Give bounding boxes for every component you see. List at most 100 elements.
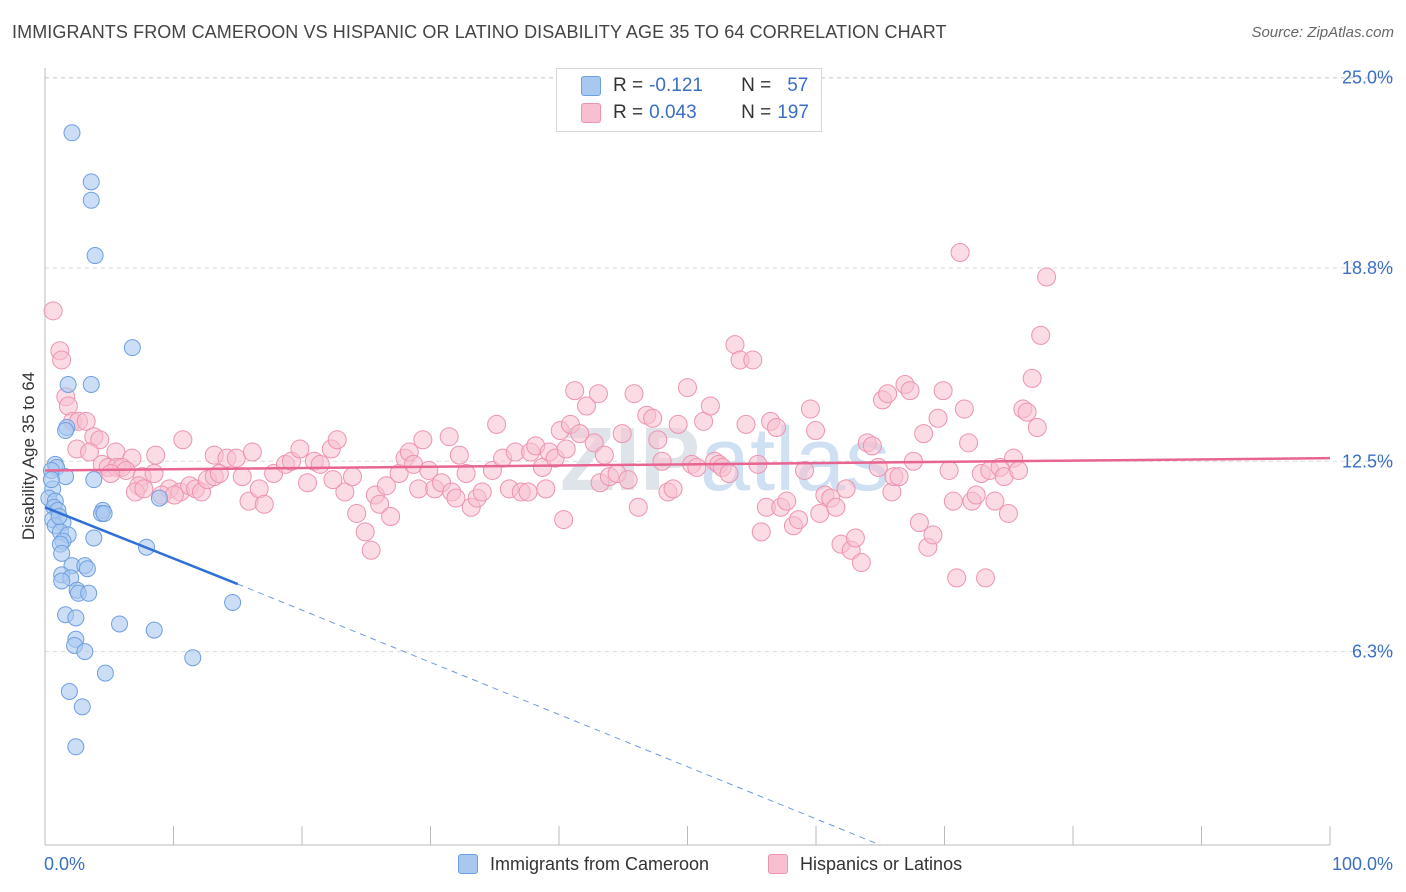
hispanic-point: [777, 491, 797, 511]
bottom-legend-cameroon: Immigrants from Cameroon: [458, 852, 709, 876]
hispanic-point: [226, 448, 246, 468]
hispanic-point: [668, 414, 688, 434]
gridlines: [45, 77, 1395, 653]
hispanic-point: [862, 436, 882, 456]
hispanic-point: [290, 439, 310, 459]
cameroon-point: [123, 339, 141, 357]
hispanic-point: [335, 482, 355, 502]
cameroon-point: [42, 471, 60, 489]
hispanic-point: [900, 381, 920, 401]
hispanic-point: [565, 381, 585, 401]
y-tick-label: 12.5%: [1342, 451, 1393, 471]
hispanic-point: [347, 503, 367, 523]
hispanic-point: [584, 433, 604, 453]
hispanic-point: [355, 522, 375, 542]
legend-n-value: 197: [777, 102, 809, 123]
hispanic-point: [232, 467, 252, 487]
bottom-legend-hispanic: Hispanics or Latinos: [768, 852, 962, 876]
hispanic-point: [254, 494, 274, 514]
hispanic-point: [950, 242, 970, 262]
cameroon-point: [96, 664, 114, 682]
hispanic-point: [323, 470, 343, 490]
legend-swatch-pink: [581, 103, 601, 123]
hispanic-point: [959, 433, 979, 453]
hispanic-point: [554, 510, 574, 530]
cameroon-point: [63, 124, 81, 142]
hispanic-point: [472, 482, 492, 502]
hispanic-point: [943, 491, 963, 511]
legend-n-label: N =: [741, 75, 772, 96]
legend-swatch-blue: [581, 76, 601, 96]
hispanic-point: [1027, 417, 1047, 437]
hispanic-point: [487, 414, 507, 434]
hispanic-point: [536, 479, 556, 499]
chart-title: IMMIGRANTS FROM CAMEROON VS HISPANIC OR …: [12, 22, 947, 42]
hispanic-point: [1037, 267, 1057, 287]
cameroon-point: [76, 643, 94, 661]
hispanic-point: [80, 442, 100, 462]
cameroon-point: [82, 173, 100, 191]
hispanic-point: [577, 396, 597, 416]
hispanic-point: [298, 473, 318, 493]
hispanic-point: [134, 479, 154, 499]
cameroon-point: [95, 504, 113, 522]
cameroon-point: [78, 560, 96, 578]
hispanic-point: [743, 350, 763, 370]
hispanic-point: [767, 417, 787, 437]
hispanic-point: [90, 430, 110, 450]
hispanic-point: [677, 378, 697, 398]
hispanic-point: [643, 408, 663, 428]
hispanic-point: [909, 513, 929, 533]
cameroon-point: [82, 191, 100, 209]
hispanic-point: [985, 491, 1005, 511]
source-note: Source: ZipAtlas.com: [1251, 24, 1394, 41]
stats-legend: R = -0.121 N = 57 R = 0.043 N = 197: [556, 68, 822, 132]
hispanic-point: [719, 464, 739, 484]
watermark-atlas: atlas: [700, 410, 890, 510]
trend-lines: [44, 456, 1331, 846]
cameroon-point: [80, 584, 98, 602]
axes: [44, 68, 1331, 846]
hispanic-point: [52, 350, 72, 370]
hispanic-point: [1017, 402, 1037, 422]
legend-r-value: 0.043: [649, 102, 697, 123]
hispanic-point: [687, 457, 707, 477]
cameroon-point: [111, 615, 129, 633]
legend-r-value: -0.121: [649, 75, 703, 96]
cameroon-point: [82, 376, 100, 393]
hispanic-point: [101, 464, 121, 484]
hispanic-point: [889, 467, 909, 487]
hispanic-point: [806, 421, 826, 441]
hispanic-point: [947, 568, 967, 588]
hispanic-point: [663, 479, 683, 499]
hispanic-point: [795, 460, 815, 480]
legend-r-label: R =: [613, 102, 644, 123]
hispanic-point: [652, 451, 672, 471]
hispanic-points: [43, 242, 1057, 588]
hispanic-point: [998, 503, 1018, 523]
hispanic-point: [1031, 325, 1051, 345]
hispanic-point: [612, 424, 632, 444]
hispanic-point: [381, 507, 401, 527]
hispanic-point: [851, 553, 871, 573]
hispanic-point: [376, 476, 396, 496]
hispanic-point: [361, 540, 381, 560]
bottom-swatch-blue: [458, 854, 478, 874]
hispanic-point: [144, 464, 164, 484]
hispanic-point: [736, 414, 756, 434]
legend-n-value: 57: [787, 75, 809, 96]
hispanic-point: [789, 510, 809, 530]
cameroon-point: [67, 738, 85, 756]
legend-n-label: N =: [741, 102, 772, 123]
cameroon-point: [145, 621, 163, 639]
hispanic-point: [556, 439, 576, 459]
hispanic-trend-line: [44, 456, 1331, 472]
hispanic-point: [327, 430, 347, 450]
cameroon-point: [67, 609, 85, 627]
bottom-legend-label: Immigrants from Cameroon: [490, 853, 710, 874]
hispanic-point: [76, 411, 96, 431]
hispanic-point: [800, 399, 820, 419]
legend-r-label: R =: [613, 75, 644, 96]
cameroon-point: [150, 489, 168, 507]
